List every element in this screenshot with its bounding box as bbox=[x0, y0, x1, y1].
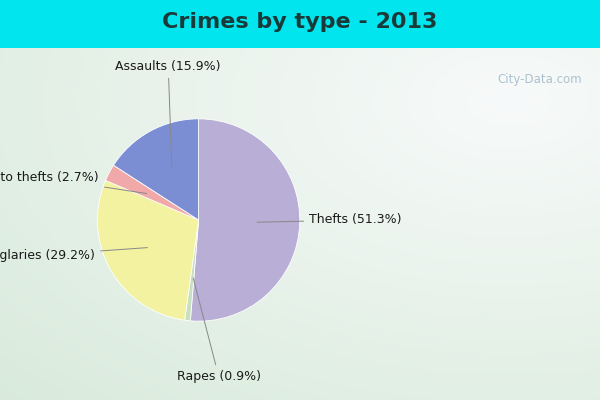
Text: Auto thefts (2.7%): Auto thefts (2.7%) bbox=[0, 171, 146, 194]
Wedge shape bbox=[97, 180, 199, 320]
Wedge shape bbox=[113, 119, 199, 220]
Text: Burglaries (29.2%): Burglaries (29.2%) bbox=[0, 248, 148, 262]
Text: Assaults (15.9%): Assaults (15.9%) bbox=[115, 60, 221, 168]
Text: Crimes by type - 2013: Crimes by type - 2013 bbox=[163, 12, 437, 32]
Wedge shape bbox=[190, 119, 300, 321]
Text: Thefts (51.3%): Thefts (51.3%) bbox=[257, 214, 401, 226]
Text: City-Data.com: City-Data.com bbox=[497, 73, 582, 86]
Wedge shape bbox=[106, 165, 199, 220]
Text: Rapes (0.9%): Rapes (0.9%) bbox=[177, 278, 261, 383]
Wedge shape bbox=[185, 220, 199, 321]
